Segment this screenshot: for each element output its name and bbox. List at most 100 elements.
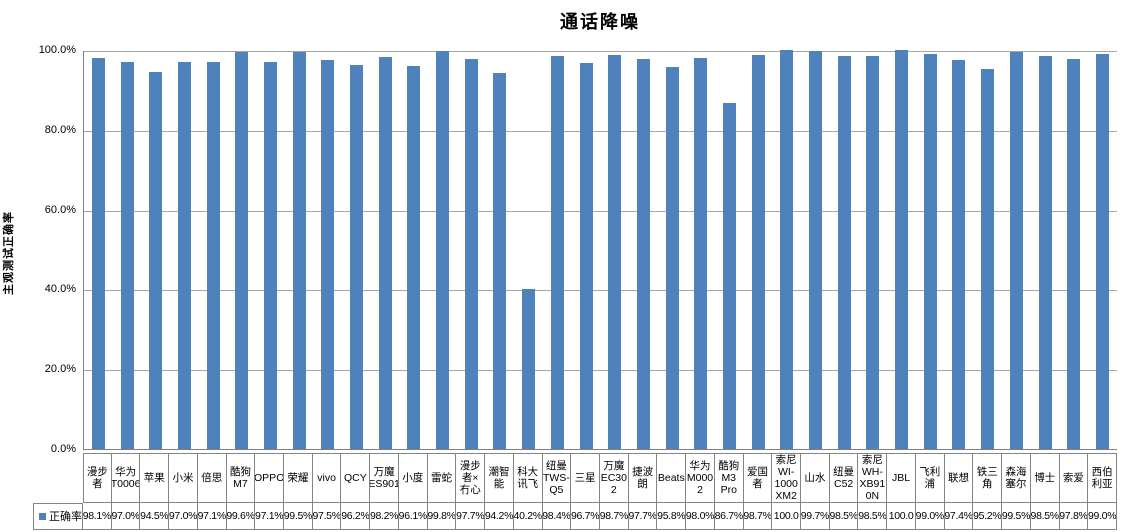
bar-雷蛇 [436, 51, 450, 449]
bar-索爱 [1067, 59, 1081, 449]
bar-slot [514, 51, 543, 449]
data-table: 漫步 者华为 T0006 苹果 小米 倍思 酷狗 M7 OPPO 荣耀 vivo QCY 万魔 E… [33, 453, 1117, 530]
value-cell: 99.5% [1002, 503, 1031, 530]
y-tick-label: 40.0% [44, 283, 76, 296]
value-cell: 100.0 [887, 503, 916, 530]
bar-铁三角 [981, 69, 995, 449]
bar-slot [887, 50, 916, 449]
bar-slot [256, 51, 285, 449]
bar-QCY [350, 65, 364, 449]
value-cell: 96.7% [571, 503, 600, 530]
category-header-cell: 森海 塞尔 [1002, 453, 1031, 503]
y-tick-label: 60.0% [44, 203, 76, 216]
bar-slot [715, 51, 744, 449]
bar-Beats [665, 67, 679, 449]
value-cell: 96.1% [398, 503, 428, 530]
bar-JBL [895, 50, 909, 449]
category-header-cell: 三星 [571, 453, 600, 503]
bar-漫步者 [91, 58, 105, 449]
gridline [84, 370, 1117, 372]
bar-slot [916, 51, 945, 449]
category-header-cell: 酷狗 M7 [226, 453, 256, 503]
chart-title: 通话降噪 [560, 12, 640, 33]
bar-西伯利亚 [1095, 54, 1109, 449]
category-header-cell: 小米 [169, 453, 198, 503]
gridline [84, 51, 1117, 52]
bar-纽曼C52 [837, 56, 851, 449]
legend-series-label: 正确率 [49, 510, 82, 523]
bar-slot [600, 51, 629, 449]
bar-森海塞尔 [1009, 52, 1023, 449]
bar-slot [1059, 51, 1088, 449]
bar-slot [686, 51, 715, 449]
value-cell: 100.0 [772, 503, 802, 530]
value-cell: 99.7% [801, 503, 830, 530]
category-header-cell: 纽曼 C52 [829, 453, 859, 503]
bar-slot [744, 51, 773, 449]
category-header-cell: 纽曼 TWS- Q5 [542, 453, 572, 503]
bar-slot [285, 51, 314, 449]
category-header-cell: 苹果 [140, 453, 170, 503]
value-cell: 98.7% [599, 503, 629, 530]
bar-slot [342, 51, 371, 449]
value-cell: 98.7% [743, 503, 773, 530]
value-cell: 99.0% [1088, 503, 1117, 530]
category-header-cell: 索爱 [1059, 453, 1089, 503]
bar-索尼WH-XB910N [866, 56, 880, 449]
bar-slot [830, 51, 859, 449]
category-header-cell: QCY [341, 453, 371, 503]
bar-slot [486, 51, 515, 449]
value-cell: 98.1% [83, 503, 112, 530]
category-header-cell: 爱国 者 [743, 453, 773, 503]
bar-slot [1088, 51, 1117, 449]
bar-slot [572, 51, 601, 449]
bar-小度 [407, 66, 421, 449]
bar-飞利浦 [923, 54, 937, 449]
bar-slot [1031, 51, 1060, 449]
category-header-cell: 漫步 者 [83, 453, 112, 503]
bar-slot [859, 51, 888, 449]
bar-slot [227, 51, 256, 449]
y-tick-label: 80.0% [44, 123, 76, 136]
category-header-cell: 联想 [944, 453, 974, 503]
bar-slot [113, 51, 142, 449]
gridline [84, 290, 1117, 292]
value-cell: 99.6% [226, 503, 256, 530]
value-cell: 40.2% [513, 503, 543, 530]
category-header-cell: 酷狗 M3 Pro [714, 453, 744, 503]
value-cell: 95.8% [657, 503, 687, 530]
category-header-cell: 飞利 浦 [915, 453, 945, 503]
category-header-cell: 华为 T0006 [111, 453, 141, 503]
category-header-cell: 索尼 WH- XB91 0N [858, 453, 888, 503]
bar-爱国者 [751, 55, 765, 449]
bar-slot [658, 51, 687, 449]
category-header-cell: 索尼 WI- 1000 XM2 [772, 453, 802, 503]
bar-索尼WI-1000XM2 [780, 50, 794, 449]
category-header-cell: 万魔 EC30 2 [599, 453, 629, 503]
value-cell: 99.8% [427, 503, 457, 530]
table-legend-cell: 正确率 [33, 503, 83, 530]
bar-酷狗M3 Pro [722, 103, 736, 449]
category-header-cell: 潮智 能 [485, 453, 514, 503]
bar-slot [1002, 51, 1031, 449]
bar-slot [199, 51, 228, 449]
gridline [84, 210, 1117, 212]
value-cell: 97.1% [255, 503, 285, 530]
bar-酷狗M7 [235, 52, 249, 449]
bar-slot [945, 51, 974, 449]
value-cell: 97.5% [312, 503, 342, 530]
bar-slot [141, 51, 170, 449]
bar-纽曼TWS-Q5 [550, 56, 564, 449]
value-cell: 99.0% [915, 503, 945, 530]
gridline [84, 130, 1117, 132]
value-cell: 86.7% [714, 503, 744, 530]
value-cell: 97.4% [944, 503, 974, 530]
value-cell: 97.8% [1059, 503, 1089, 530]
bar-博士 [1038, 56, 1052, 449]
value-cell: 96.2% [341, 503, 371, 530]
category-header-cell: JBL [887, 453, 916, 503]
bar-series [84, 50, 1117, 449]
y-tick-label: 20.0% [44, 363, 76, 376]
category-header-cell: 博士 [1030, 453, 1060, 503]
